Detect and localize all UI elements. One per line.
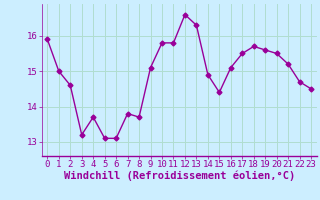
X-axis label: Windchill (Refroidissement éolien,°C): Windchill (Refroidissement éolien,°C) — [64, 171, 295, 181]
